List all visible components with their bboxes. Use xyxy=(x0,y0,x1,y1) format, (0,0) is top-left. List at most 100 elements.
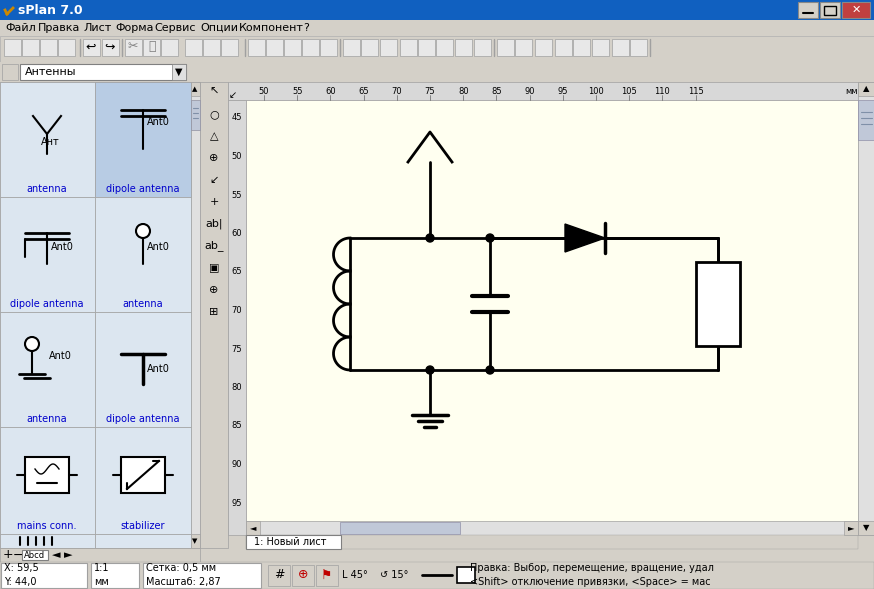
Bar xyxy=(630,39,647,56)
Bar xyxy=(268,565,290,586)
Text: Ant0: Ant0 xyxy=(51,242,74,252)
Bar xyxy=(40,39,57,56)
Text: 85: 85 xyxy=(232,422,242,431)
Bar xyxy=(361,39,378,56)
Text: 65: 65 xyxy=(232,267,242,276)
Text: 80: 80 xyxy=(232,383,242,392)
Text: 115: 115 xyxy=(688,87,704,95)
Text: mains conn.: mains conn. xyxy=(17,521,77,531)
Text: ▼: ▼ xyxy=(176,67,183,77)
Text: ◄: ◄ xyxy=(52,550,60,560)
Text: ▲: ▲ xyxy=(863,84,870,94)
Bar xyxy=(172,64,186,80)
Text: ◄: ◄ xyxy=(250,524,256,532)
Bar xyxy=(58,39,75,56)
Bar xyxy=(0,562,874,589)
Bar xyxy=(418,39,435,56)
Text: ○: ○ xyxy=(209,109,218,119)
Bar xyxy=(842,2,870,18)
Text: X: 59,5
Y: 44,0: X: 59,5 Y: 44,0 xyxy=(4,564,38,587)
Text: ►: ► xyxy=(848,524,854,532)
Text: ab_: ab_ xyxy=(205,240,224,252)
Text: −: − xyxy=(13,548,24,561)
Bar xyxy=(95,427,191,534)
Text: dipole antenna: dipole antenna xyxy=(10,299,84,309)
Text: 90: 90 xyxy=(524,87,535,95)
Bar xyxy=(555,39,572,56)
Text: ⊕: ⊕ xyxy=(209,153,218,163)
Text: 75: 75 xyxy=(425,87,435,95)
Bar xyxy=(316,565,338,586)
Bar xyxy=(266,39,283,56)
Text: 1:1
мм: 1:1 мм xyxy=(94,564,109,587)
Text: +: + xyxy=(209,197,218,207)
Text: 105: 105 xyxy=(621,87,637,95)
Bar xyxy=(292,565,314,586)
Text: Ant0: Ant0 xyxy=(49,351,72,361)
Bar xyxy=(798,2,818,18)
Bar xyxy=(844,521,858,535)
Bar xyxy=(102,39,119,56)
Text: ▲: ▲ xyxy=(192,86,198,92)
Text: 55: 55 xyxy=(232,190,242,200)
Bar xyxy=(515,39,532,56)
Bar xyxy=(820,2,840,18)
Bar xyxy=(858,100,874,140)
Bar xyxy=(858,82,874,535)
Text: ↙: ↙ xyxy=(209,175,218,185)
Text: Abcd: Abcd xyxy=(24,551,45,560)
Bar xyxy=(457,567,475,583)
Bar xyxy=(340,522,460,534)
Text: 90: 90 xyxy=(232,460,242,469)
Bar xyxy=(455,39,472,56)
Bar xyxy=(0,36,874,62)
Bar xyxy=(95,534,191,548)
Bar xyxy=(248,39,265,56)
Text: +: + xyxy=(3,548,14,561)
Text: Форма: Форма xyxy=(115,23,155,33)
Text: 45: 45 xyxy=(232,114,242,123)
Bar xyxy=(0,82,200,548)
Polygon shape xyxy=(565,224,605,252)
Text: 50: 50 xyxy=(232,152,242,161)
Bar xyxy=(228,82,860,100)
Bar xyxy=(95,82,191,197)
Bar xyxy=(221,39,238,56)
Text: Ant0: Ant0 xyxy=(147,242,170,252)
Text: 110: 110 xyxy=(655,87,670,95)
Bar xyxy=(200,82,228,548)
Bar xyxy=(83,39,100,56)
Bar xyxy=(246,521,260,535)
Bar xyxy=(0,548,200,562)
Bar xyxy=(185,39,202,56)
Bar xyxy=(535,39,552,56)
Text: #: # xyxy=(274,568,284,581)
Bar xyxy=(824,6,836,15)
Text: ►: ► xyxy=(64,550,73,560)
Text: Опции: Опции xyxy=(200,23,238,33)
Bar xyxy=(125,39,142,56)
Bar xyxy=(228,100,246,535)
Bar xyxy=(91,563,139,588)
Text: 65: 65 xyxy=(358,87,369,95)
Bar xyxy=(436,39,453,56)
Bar xyxy=(0,82,95,197)
Text: ↺ 15°: ↺ 15° xyxy=(380,570,408,580)
Text: ?: ? xyxy=(302,23,309,33)
Text: ↙: ↙ xyxy=(229,90,237,100)
Text: L 45°: L 45° xyxy=(342,570,368,580)
Bar xyxy=(380,39,397,56)
Bar xyxy=(95,312,191,427)
Text: 95: 95 xyxy=(558,87,568,95)
Bar xyxy=(0,197,95,312)
Bar xyxy=(203,39,220,56)
Text: 75: 75 xyxy=(232,345,242,353)
Bar xyxy=(0,20,874,36)
Text: Правка: Правка xyxy=(38,23,80,33)
Circle shape xyxy=(486,234,494,242)
Text: 100: 100 xyxy=(588,87,604,95)
Bar xyxy=(161,39,178,56)
Bar xyxy=(400,39,417,56)
Text: ⚑: ⚑ xyxy=(322,568,333,581)
Text: 95: 95 xyxy=(232,498,242,508)
